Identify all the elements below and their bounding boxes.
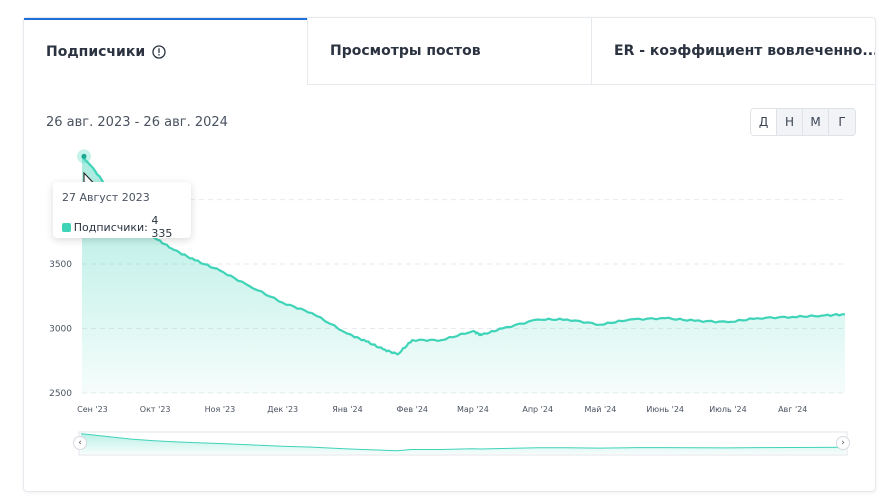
x-tick-label: Июль '24 <box>709 405 746 414</box>
y-tick-label: 2500 <box>49 389 72 399</box>
subscribers-area <box>82 156 845 393</box>
x-tick-label: Авг '24 <box>778 405 807 414</box>
subscribers-card: Подписчики Просмотры постов ER - коэффиц… <box>23 17 876 492</box>
tabs-bar: Подписчики Просмотры постов ER - коэффиц… <box>24 18 875 85</box>
period-switcher: Д Н М Г <box>750 108 856 136</box>
tooltip-row: Подписчики: 4 335 <box>62 214 182 240</box>
x-tick-label: Дек '23 <box>267 405 298 414</box>
tab-subscribers-label: Подписчики <box>46 43 146 60</box>
tab-post-views[interactable]: Просмотры постов <box>308 18 592 85</box>
tooltip-value: 4 335 <box>151 214 173 240</box>
tab-subscribers[interactable]: Подписчики <box>24 18 308 85</box>
x-tick-label: Фев '24 <box>397 405 428 414</box>
navigator-right-handle[interactable]: › <box>836 436 850 450</box>
x-tick-label: Май '24 <box>584 405 616 414</box>
y-tick-label: 3000 <box>49 325 72 335</box>
period-year-button[interactable]: Г <box>829 109 855 135</box>
x-tick-label: Окт '23 <box>140 405 171 414</box>
navigator-line <box>80 433 846 452</box>
tab-post-views-label: Просмотры постов <box>330 43 481 59</box>
tooltip-series-label: Подписчики: <box>73 220 148 234</box>
tab-engagement-rate-label: ER - коэффициент вовлеченно... <box>614 43 875 59</box>
tooltip-date: 27 Август 2023 <box>62 191 150 204</box>
x-tick-label: Мар '24 <box>457 405 489 414</box>
period-month-button[interactable]: М <box>803 109 829 135</box>
info-icon[interactable] <box>152 44 166 59</box>
hover-marker <box>77 149 91 164</box>
chart-tooltip: 27 Август 2023 Подписчики: 4 335 <box>53 182 191 240</box>
navigator-left-handle[interactable]: ‹ <box>73 436 87 450</box>
x-tick-label: Янв '24 <box>332 405 362 414</box>
x-tick-label: Ноя '23 <box>205 405 236 414</box>
tab-engagement-rate[interactable]: ER - коэффициент вовлеченно... <box>592 18 875 85</box>
tooltip-swatch <box>62 222 71 232</box>
date-range: 26 авг. 2023 - 26 авг. 2024 <box>46 115 228 130</box>
navigator[interactable] <box>78 431 848 456</box>
y-tick-label: 3500 <box>49 260 72 270</box>
x-tick-label: Сен '23 <box>77 405 108 414</box>
x-tick-label: Июнь '24 <box>646 405 684 414</box>
period-week-button[interactable]: Н <box>777 109 803 135</box>
subscribers-chart[interactable]: 2500 3000 3500 Сен '23 Окт '23 Ноя '23 Дек '2… <box>24 18 875 491</box>
x-tick-label: Апр '24 <box>522 405 553 414</box>
subscribers-line <box>81 155 845 356</box>
period-day-button[interactable]: Д <box>751 109 777 135</box>
navigator-area <box>81 433 845 454</box>
